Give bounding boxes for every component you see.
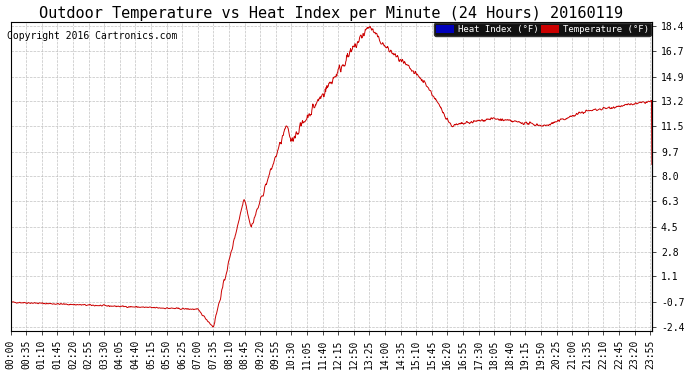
Text: Copyright 2016 Cartronics.com: Copyright 2016 Cartronics.com xyxy=(7,32,177,41)
Title: Outdoor Temperature vs Heat Index per Minute (24 Hours) 20160119: Outdoor Temperature vs Heat Index per Mi… xyxy=(39,6,623,21)
Legend: Heat Index (°F), Temperature (°F): Heat Index (°F), Temperature (°F) xyxy=(434,22,651,36)
